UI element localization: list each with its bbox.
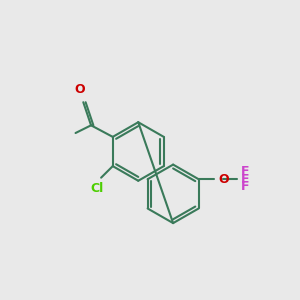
Text: Cl: Cl <box>91 182 104 194</box>
Text: O: O <box>74 83 85 96</box>
Text: F: F <box>241 165 250 178</box>
Text: F: F <box>241 180 250 194</box>
Text: O: O <box>218 173 229 186</box>
Text: F: F <box>241 173 250 186</box>
